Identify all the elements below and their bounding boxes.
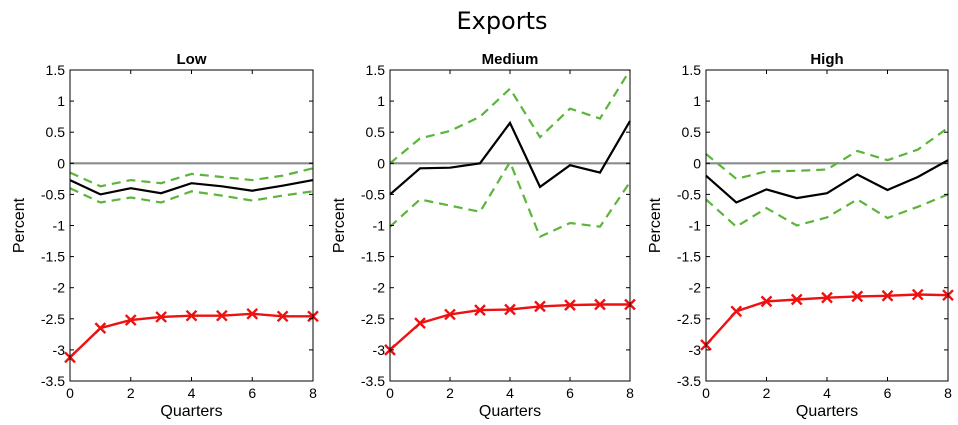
low-comparison-marker — [185, 309, 198, 322]
high-ytick-label: -3 — [689, 342, 702, 358]
high-axes-box — [705, 69, 949, 382]
medium-ytick-label: -0.5 — [361, 186, 385, 202]
medium-xtick-label: 4 — [506, 385, 514, 401]
medium-ytick-label: -1.5 — [361, 249, 385, 265]
medium-comparison-marker — [474, 304, 486, 316]
high-comparison-marker — [821, 291, 833, 304]
medium-ytick-label: 1 — [377, 93, 385, 109]
low-ytick-label: -1.5 — [41, 249, 65, 265]
high-xtick-label: 2 — [763, 385, 771, 401]
high-comparison-marker — [881, 289, 894, 302]
medium-ytick-label: -3 — [373, 342, 386, 358]
high-comparison-marker — [730, 305, 743, 318]
low-ytick-label: 0.5 — [46, 124, 66, 140]
high-comparison-marker — [851, 290, 864, 303]
medium-xlabel: Quarters — [479, 403, 541, 420]
medium-comparison-line — [389, 303, 630, 351]
medium-ytick-label: -3.5 — [361, 373, 385, 389]
figure-title: Exports — [456, 7, 547, 35]
low-ytick-label: -0.5 — [41, 186, 65, 202]
medium-xtick-label: 2 — [446, 385, 454, 401]
low-comparison-marker — [155, 311, 167, 323]
medium-ylabel: Percent — [331, 197, 348, 253]
medium-comparison-marker — [564, 299, 576, 311]
medium-comparison-marker — [534, 300, 546, 313]
medium-upper-band-line — [389, 69, 631, 165]
low-ytick-label: -1 — [53, 218, 66, 234]
high-ylabel: Percent — [647, 197, 664, 253]
low-comparison-marker — [216, 309, 228, 322]
low-comparison-marker — [246, 307, 259, 320]
high-ytick-label: -0.5 — [677, 186, 701, 202]
panel-low: Low -3.5 -3 -2.5 -2 -1.5 -1 -0.5 0 0.5 1 1.5 0 2 4 6 8 Qu… — [11, 51, 319, 420]
low-comparison-line — [69, 312, 313, 359]
high-xtick-label: 0 — [702, 385, 710, 401]
low-ytick-label: 0 — [57, 155, 65, 171]
low-ytick-label: -3 — [53, 342, 66, 358]
high-ytick-label: -1 — [689, 218, 702, 234]
low-panel-title: Low — [177, 51, 207, 68]
panel-high: High -3.5 -3 -2.5 -2 -1.5 -1 -0.5 0 0.5 1 1.5 0 2 4 6 8 Q… — [647, 51, 954, 420]
medium-ytick-label: 0.5 — [366, 124, 386, 140]
low-axes-box — [69, 69, 314, 382]
medium-xtick-label: 8 — [626, 385, 634, 401]
medium-comparison-marker — [444, 308, 456, 321]
high-ytick-label: -1.5 — [677, 249, 701, 265]
low-lower-band-line — [69, 187, 314, 204]
high-ytick-label: 1.5 — [682, 62, 702, 78]
high-ytick-label: -2 — [689, 280, 702, 296]
high-upper-band-line — [705, 126, 949, 180]
low-upper-band-line — [69, 167, 314, 188]
high-comparison-marker — [760, 295, 773, 308]
low-xtick-label: 6 — [248, 385, 256, 401]
high-ytick-label: 0 — [693, 155, 701, 171]
low-xlabel: Quarters — [160, 403, 222, 420]
low-point-estimate-line — [69, 179, 314, 196]
high-comparison-marker — [911, 288, 924, 301]
low-ytick-label: -2 — [53, 280, 66, 296]
medium-axes-box — [389, 69, 631, 382]
high-comparison-marker — [790, 293, 803, 306]
low-ytick-label: -2.5 — [41, 311, 65, 327]
medium-point-estimate-line — [389, 120, 631, 196]
low-ytick-label: -3.5 — [41, 373, 65, 389]
high-xtick-label: 8 — [944, 385, 952, 401]
high-lower-band-line — [705, 193, 949, 229]
low-xtick-label: 4 — [188, 385, 196, 401]
high-ytick-label: -3.5 — [677, 373, 701, 389]
medium-ytick-label: -2.5 — [361, 311, 385, 327]
low-xtick-label: 2 — [127, 385, 135, 401]
high-ytick-label: 1 — [693, 93, 701, 109]
medium-ytick-label: -1 — [373, 218, 386, 234]
medium-comparison-marker — [504, 303, 516, 316]
panel-medium: Medium -3.5 -3 -2.5 -2 -1.5 -1 -0.5 0 0.5 1 1.5 0 2 4 6… — [331, 51, 636, 420]
medium-ytick-label: -2 — [373, 280, 386, 296]
high-point-estimate-line — [705, 159, 949, 204]
high-xtick-label: 6 — [884, 385, 892, 401]
high-comparison-line — [705, 293, 949, 346]
medium-lower-band-line — [389, 159, 631, 239]
low-comparison-marker — [94, 322, 107, 334]
low-xtick-label: 8 — [309, 385, 317, 401]
low-ytick-label: 1 — [57, 93, 65, 109]
medium-comparison-marker — [594, 298, 606, 311]
low-ytick-label: 1.5 — [46, 62, 66, 78]
medium-xtick-label: 6 — [566, 385, 574, 401]
high-ytick-label: -2.5 — [677, 311, 701, 327]
medium-ytick-label: 1.5 — [366, 62, 386, 78]
high-panel-title: High — [810, 51, 843, 68]
high-ytick-label: 0.5 — [682, 124, 702, 140]
high-xlabel: Quarters — [796, 403, 858, 420]
medium-xtick-label: 0 — [386, 385, 394, 401]
medium-comparison-marker — [414, 317, 426, 330]
high-xtick-label: 4 — [823, 385, 831, 401]
medium-panel-title: Medium — [482, 51, 539, 68]
low-comparison-marker — [124, 314, 137, 326]
low-xtick-label: 0 — [66, 385, 74, 401]
medium-ytick-label: 0 — [377, 155, 385, 171]
low-comparison-marker — [276, 310, 289, 323]
low-ylabel: Percent — [11, 197, 28, 253]
